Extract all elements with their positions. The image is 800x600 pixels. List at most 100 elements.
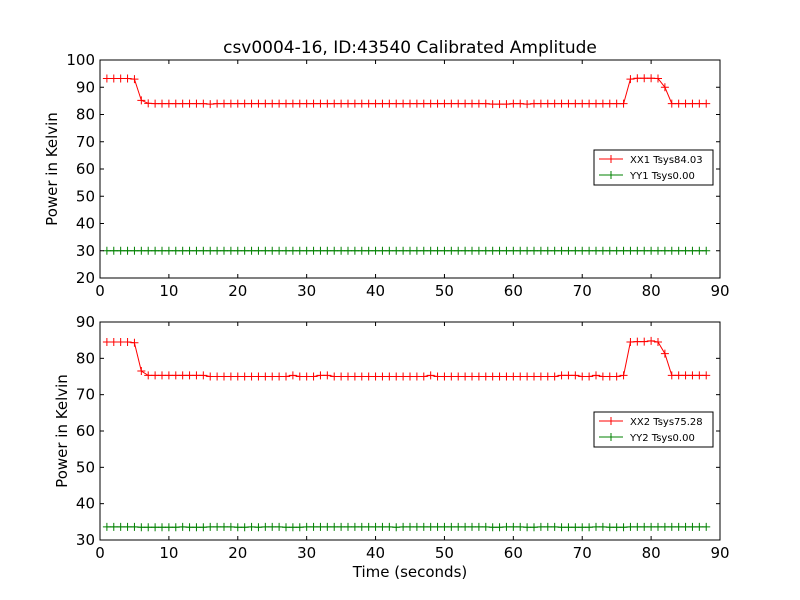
data-point-marker: [185, 99, 194, 108]
x-tick-label: 80: [642, 282, 661, 300]
data-point-marker: [702, 246, 711, 255]
data-point-marker: [378, 99, 387, 108]
data-point-marker: [605, 246, 614, 255]
data-point-marker: [275, 99, 284, 108]
data-point-marker: [667, 522, 676, 531]
data-point-marker: [660, 246, 669, 255]
data-point-marker: [240, 246, 249, 255]
data-point-marker: [247, 522, 256, 531]
data-point-marker: [667, 246, 676, 255]
data-point-marker: [426, 99, 435, 108]
data-point-marker: [323, 522, 332, 531]
data-point-marker: [392, 99, 401, 108]
data-point-marker: [364, 246, 373, 255]
data-point-marker: [468, 99, 476, 108]
data-point-marker: [171, 99, 180, 108]
data-point-marker: [151, 99, 160, 108]
data-point-marker: [385, 99, 394, 108]
data-point-marker: [330, 99, 339, 108]
data-point-marker: [647, 246, 656, 255]
data-point-marker: [220, 372, 228, 381]
data-point-marker: [185, 371, 194, 380]
data-point-marker: [626, 75, 635, 84]
data-point-marker: [371, 522, 380, 531]
data-point-marker: [516, 99, 525, 108]
data-point-marker: [309, 522, 318, 531]
x-tick-label: 40: [366, 544, 385, 562]
data-point-marker: [488, 100, 497, 109]
x-tick-label: 20: [228, 544, 247, 562]
data-point-marker: [378, 522, 387, 531]
data-point-marker: [344, 246, 352, 255]
legend-swatch-marker: [607, 155, 615, 163]
data-point-marker: [412, 522, 421, 531]
data-point-marker: [530, 372, 538, 381]
data-point-marker: [578, 99, 587, 108]
data-point-marker: [502, 522, 511, 531]
data-point-marker: [598, 372, 607, 381]
y-tick-label: 20: [76, 269, 95, 287]
data-point-marker: [592, 99, 600, 108]
data-point-marker: [350, 246, 359, 255]
data-point-marker: [130, 246, 139, 255]
data-point-marker: [592, 522, 600, 531]
data-point-marker: [350, 522, 359, 531]
data-point-marker: [598, 522, 607, 531]
data-point-marker: [158, 371, 166, 380]
data-point-marker: [481, 522, 490, 531]
data-point-marker: [309, 99, 318, 108]
legend-label: XX2 Tsys75.28: [630, 417, 703, 428]
data-point-marker: [178, 246, 187, 255]
data-point-marker: [543, 99, 552, 108]
data-point-marker: [543, 246, 552, 255]
x-tick-label: 90: [710, 282, 729, 300]
data-point-marker: [571, 371, 580, 380]
data-point-marker: [240, 99, 249, 108]
data-point-marker: [295, 372, 304, 381]
data-point-marker: [633, 337, 642, 346]
data-point-marker: [357, 522, 366, 531]
data-point-marker: [323, 371, 332, 380]
data-point-marker: [419, 99, 428, 108]
data-point-marker: [412, 246, 421, 255]
data-point-marker: [199, 523, 208, 532]
data-point-marker: [164, 99, 173, 108]
data-point-marker: [295, 99, 304, 108]
data-point-marker: [474, 372, 483, 381]
data-point-marker: [412, 99, 421, 108]
data-point-marker: [406, 372, 414, 381]
data-point-marker: [530, 246, 538, 255]
data-point-marker: [571, 246, 580, 255]
data-point-marker: [102, 337, 111, 346]
data-point-marker: [619, 523, 628, 532]
data-point-marker: [220, 522, 228, 531]
data-point-marker: [199, 99, 208, 108]
data-point-marker: [474, 99, 483, 108]
data-point-marker: [619, 371, 628, 380]
data-point-marker: [399, 246, 408, 255]
data-point-marker: [171, 523, 180, 532]
data-point-marker: [288, 246, 297, 255]
y-tick-label: 40: [76, 215, 95, 233]
data-point-marker: [220, 246, 228, 255]
data-point-marker: [523, 523, 532, 532]
data-point-marker: [688, 371, 697, 380]
data-point-marker: [550, 246, 559, 255]
data-point-marker: [357, 372, 366, 381]
data-point-marker: [461, 246, 470, 255]
data-point-marker: [598, 99, 607, 108]
x-tick-label: 90: [710, 544, 729, 562]
data-point-marker: [516, 522, 525, 531]
data-point-marker: [688, 246, 697, 255]
data-point-marker: [316, 246, 325, 255]
data-point-marker: [626, 337, 635, 346]
data-point-marker: [337, 522, 346, 531]
data-point-marker: [302, 522, 311, 531]
data-point-marker: [247, 372, 256, 381]
data-point-marker: [633, 522, 642, 531]
data-point-marker: [626, 246, 635, 255]
data-point-marker: [688, 522, 697, 531]
data-point-marker: [557, 523, 566, 532]
data-point-marker: [337, 372, 346, 381]
data-point-marker: [605, 372, 614, 381]
